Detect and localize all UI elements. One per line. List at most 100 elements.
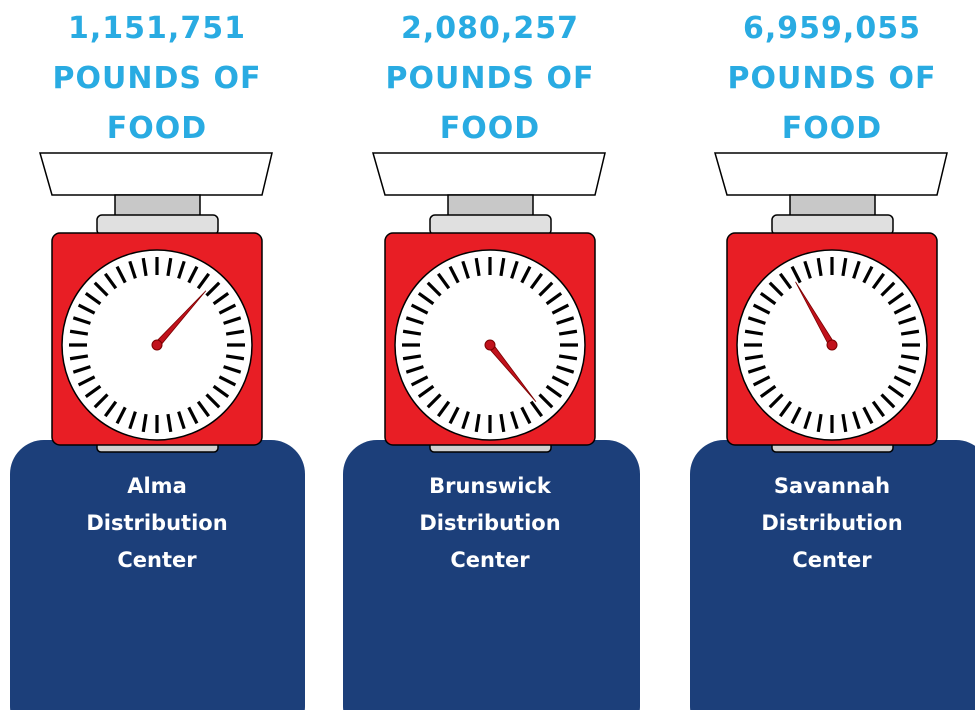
dial-tick xyxy=(900,329,920,336)
collar xyxy=(771,214,894,236)
needle-hub xyxy=(151,339,163,351)
dial-tick xyxy=(187,406,199,425)
scale xyxy=(10,152,305,710)
dial-tick xyxy=(212,384,230,399)
dial-tick xyxy=(841,257,848,277)
dial-tick xyxy=(744,329,764,336)
dial-tick xyxy=(225,354,245,361)
dial-tick xyxy=(436,272,451,290)
needle-hub xyxy=(484,339,496,351)
base xyxy=(10,440,305,710)
amount-heading: 6,959,055 POUNDS OF FOOD xyxy=(682,4,975,154)
dial-tick xyxy=(426,393,442,409)
amount: 2,080,257 xyxy=(401,11,579,46)
dial-tick xyxy=(556,365,575,374)
dial-tick xyxy=(551,303,570,315)
dial-tick xyxy=(77,375,96,387)
dial-tick xyxy=(405,365,424,374)
dial-tick xyxy=(529,272,544,290)
dial-tick xyxy=(752,375,771,387)
dial-tick xyxy=(93,281,109,297)
dial-tick xyxy=(510,260,519,279)
dial-tick xyxy=(768,281,784,297)
dial-tick xyxy=(461,411,470,430)
dial-tick xyxy=(166,413,173,433)
amount-unit: POUNDS OF FOOD xyxy=(52,61,262,146)
center-name: Savannah Distribution Center xyxy=(761,474,903,572)
dial-tick xyxy=(72,316,91,325)
dial-tick xyxy=(551,375,570,387)
dial-tick xyxy=(72,365,91,374)
needle-hub xyxy=(826,339,838,351)
collar xyxy=(96,214,219,236)
dial-tick xyxy=(128,260,137,279)
dial-tick xyxy=(84,291,102,306)
dial-tick xyxy=(790,265,802,284)
scale xyxy=(343,152,640,710)
dial-tick xyxy=(520,406,532,425)
dial-tick xyxy=(196,272,211,290)
dial-tick xyxy=(461,260,470,279)
amount-unit: POUNDS OF FOOD xyxy=(727,61,937,146)
dial-tick xyxy=(177,411,186,430)
dial-tick xyxy=(84,384,102,399)
neck xyxy=(114,194,201,218)
dial-tick xyxy=(759,291,777,306)
dial-tick xyxy=(115,265,127,284)
dial-tick xyxy=(205,393,221,409)
amount-unit: POUNDS OF FOOD xyxy=(385,61,595,146)
dial-tick xyxy=(205,281,221,297)
dial-tick xyxy=(852,411,861,430)
base xyxy=(343,440,640,710)
dial-tick xyxy=(177,260,186,279)
pan xyxy=(714,152,948,196)
dial-tick xyxy=(448,265,460,284)
dial-tick xyxy=(196,400,211,418)
dial-tick xyxy=(128,411,137,430)
dial-tick xyxy=(402,329,422,336)
dial-tick xyxy=(103,272,118,290)
dial-tick xyxy=(803,411,812,430)
pan xyxy=(39,152,273,196)
dial-tick xyxy=(871,400,886,418)
dial-tick xyxy=(223,365,242,374)
dial-tick xyxy=(862,406,874,425)
dial-tick xyxy=(545,291,563,306)
dial-tick xyxy=(898,316,917,325)
dial-tick xyxy=(759,384,777,399)
dial-tick xyxy=(77,303,96,315)
dial-tick xyxy=(141,413,148,433)
dial-tick xyxy=(141,257,148,277)
dial-tick xyxy=(402,354,422,361)
dial-tick xyxy=(115,406,127,425)
dial-tick xyxy=(893,375,912,387)
dial-tick xyxy=(426,281,442,297)
center-name: Brunswick Distribution Center xyxy=(419,474,561,572)
dial-tick xyxy=(538,393,554,409)
dial-tick xyxy=(212,291,230,306)
neck xyxy=(447,194,534,218)
pan xyxy=(372,152,606,196)
dial-tick xyxy=(187,265,199,284)
neck xyxy=(789,194,876,218)
dial-tick xyxy=(218,303,237,315)
amount-heading: 1,151,751 POUNDS OF FOOD xyxy=(7,4,307,154)
dial-tick xyxy=(747,365,766,374)
amount-heading: 2,080,257 POUNDS OF FOOD xyxy=(340,4,640,154)
dial-tick xyxy=(218,375,237,387)
dial-tick xyxy=(803,260,812,279)
dial-tick xyxy=(768,393,784,409)
scale xyxy=(690,152,975,710)
dial-tick xyxy=(816,413,823,433)
dial-tick xyxy=(816,257,823,277)
dial-tick xyxy=(410,375,429,387)
dial-tick xyxy=(558,329,578,336)
dial-tick xyxy=(747,316,766,325)
dial-tick xyxy=(545,384,563,399)
dial-tick xyxy=(841,413,848,433)
amount: 6,959,055 xyxy=(743,11,921,46)
dial-tick xyxy=(880,393,896,409)
dial-tick xyxy=(529,400,544,418)
